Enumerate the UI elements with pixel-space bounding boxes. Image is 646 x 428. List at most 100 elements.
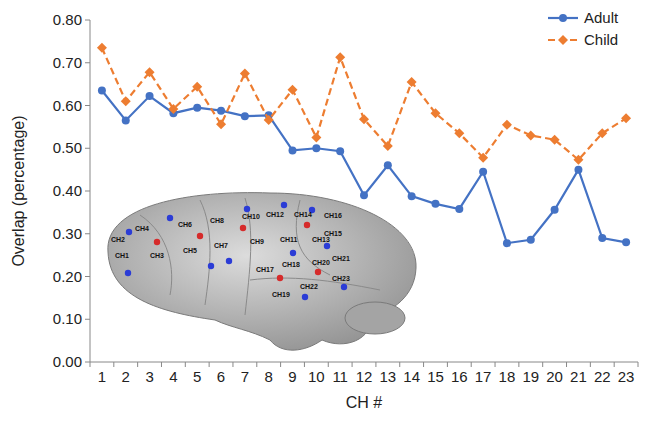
x-tick-label: 1 (98, 368, 106, 385)
marker (193, 104, 201, 112)
legend-marker (559, 14, 567, 22)
channel-label: CH6 (178, 221, 192, 228)
x-tick (375, 362, 376, 367)
channel-label: CH4 (135, 225, 149, 232)
x-tick (590, 362, 591, 367)
x-tick-label: 16 (451, 368, 468, 385)
marker (311, 133, 321, 143)
channel-dot (290, 250, 296, 256)
channel-dot (208, 263, 214, 269)
x-tick-label: 2 (122, 368, 130, 385)
marker (479, 168, 487, 176)
channel-label: CH19 (272, 291, 290, 298)
channel-label: CH5 (183, 247, 197, 254)
x-tick-label: 18 (499, 368, 516, 385)
x-tick (328, 362, 329, 367)
x-tick (161, 362, 162, 367)
x-tick (399, 362, 400, 367)
marker (455, 205, 463, 213)
x-tick-label: 4 (169, 368, 177, 385)
x-tick (638, 362, 639, 367)
sulcus (250, 278, 380, 290)
channel-label: CH22 (300, 283, 318, 290)
marker (502, 120, 512, 130)
channel-label: CH18 (282, 261, 300, 268)
x-tick (113, 362, 114, 367)
channel-label: CH20 (312, 259, 330, 266)
y-tick-label: 0.50 (53, 139, 82, 156)
y-tick-label: 0.10 (53, 310, 82, 327)
channel-dot (304, 222, 310, 228)
x-tick-label: 12 (356, 368, 373, 385)
y-tick-label: 0.80 (53, 11, 82, 28)
marker (289, 146, 297, 154)
x-tick-label: 3 (145, 368, 153, 385)
marker (384, 161, 392, 169)
channel-label: CH15 (324, 230, 342, 237)
x-tick (471, 362, 472, 367)
marker (383, 141, 393, 151)
y-tick (85, 105, 90, 106)
marker (431, 200, 439, 208)
marker (573, 155, 583, 165)
x-tick (232, 362, 233, 367)
channel-label: CH23 (332, 275, 350, 282)
y-tick (85, 362, 90, 363)
marker (146, 92, 154, 100)
marker (122, 116, 130, 124)
x-tick (614, 362, 615, 367)
x-tick (137, 362, 138, 367)
marker (312, 144, 320, 152)
x-tick (566, 362, 567, 367)
channel-dot (244, 206, 250, 212)
marker (574, 166, 582, 174)
x-tick (185, 362, 186, 367)
y-tick (85, 233, 90, 234)
x-tick (518, 362, 519, 367)
sulcus (200, 200, 210, 305)
marker (622, 238, 630, 246)
channel-dot (226, 258, 232, 264)
channel-dot (315, 269, 321, 275)
x-tick-label: 5 (193, 368, 201, 385)
channel-label: CH1 (115, 252, 129, 259)
x-tick-label: 8 (265, 368, 273, 385)
x-tick (280, 362, 281, 367)
marker (168, 104, 178, 114)
x-tick-label: 9 (288, 368, 296, 385)
brain-inset: CH1CH2CH3CH4CH5CH6CH7CH8CH9CH10CH11CH12C… (108, 193, 416, 351)
marker (359, 114, 369, 124)
channel-dot (240, 225, 246, 231)
marker (217, 107, 225, 115)
x-tick-label: 11 (332, 368, 348, 385)
legend-label: Adult (584, 9, 619, 26)
marker (216, 119, 226, 129)
channel-dot (197, 233, 203, 239)
x-tick (256, 362, 257, 367)
marker (598, 234, 606, 242)
x-tick-label: 15 (427, 368, 444, 385)
y-tick (85, 191, 90, 192)
x-tick (447, 362, 448, 367)
channel-label: CH21 (332, 255, 350, 262)
marker (264, 115, 274, 125)
marker (503, 239, 511, 247)
y-tick-label: 0.40 (53, 182, 82, 199)
y-axis-title: Overlap (percentage) (10, 115, 27, 266)
x-tick-label: 13 (379, 368, 396, 385)
marker (98, 87, 106, 95)
x-tick-label: 6 (217, 368, 225, 385)
marker (335, 52, 345, 62)
plot-area (97, 43, 631, 247)
marker (145, 67, 155, 77)
x-tick (90, 362, 91, 367)
y-tick-label: 0.60 (53, 97, 82, 114)
series-line (102, 48, 626, 160)
channel-label: CH8 (210, 217, 224, 224)
y-tick (85, 20, 90, 21)
x-tick-label: 14 (403, 368, 420, 385)
marker (240, 68, 250, 78)
x-tick-label: 23 (618, 368, 635, 385)
marker (360, 191, 368, 199)
marker (336, 147, 344, 155)
